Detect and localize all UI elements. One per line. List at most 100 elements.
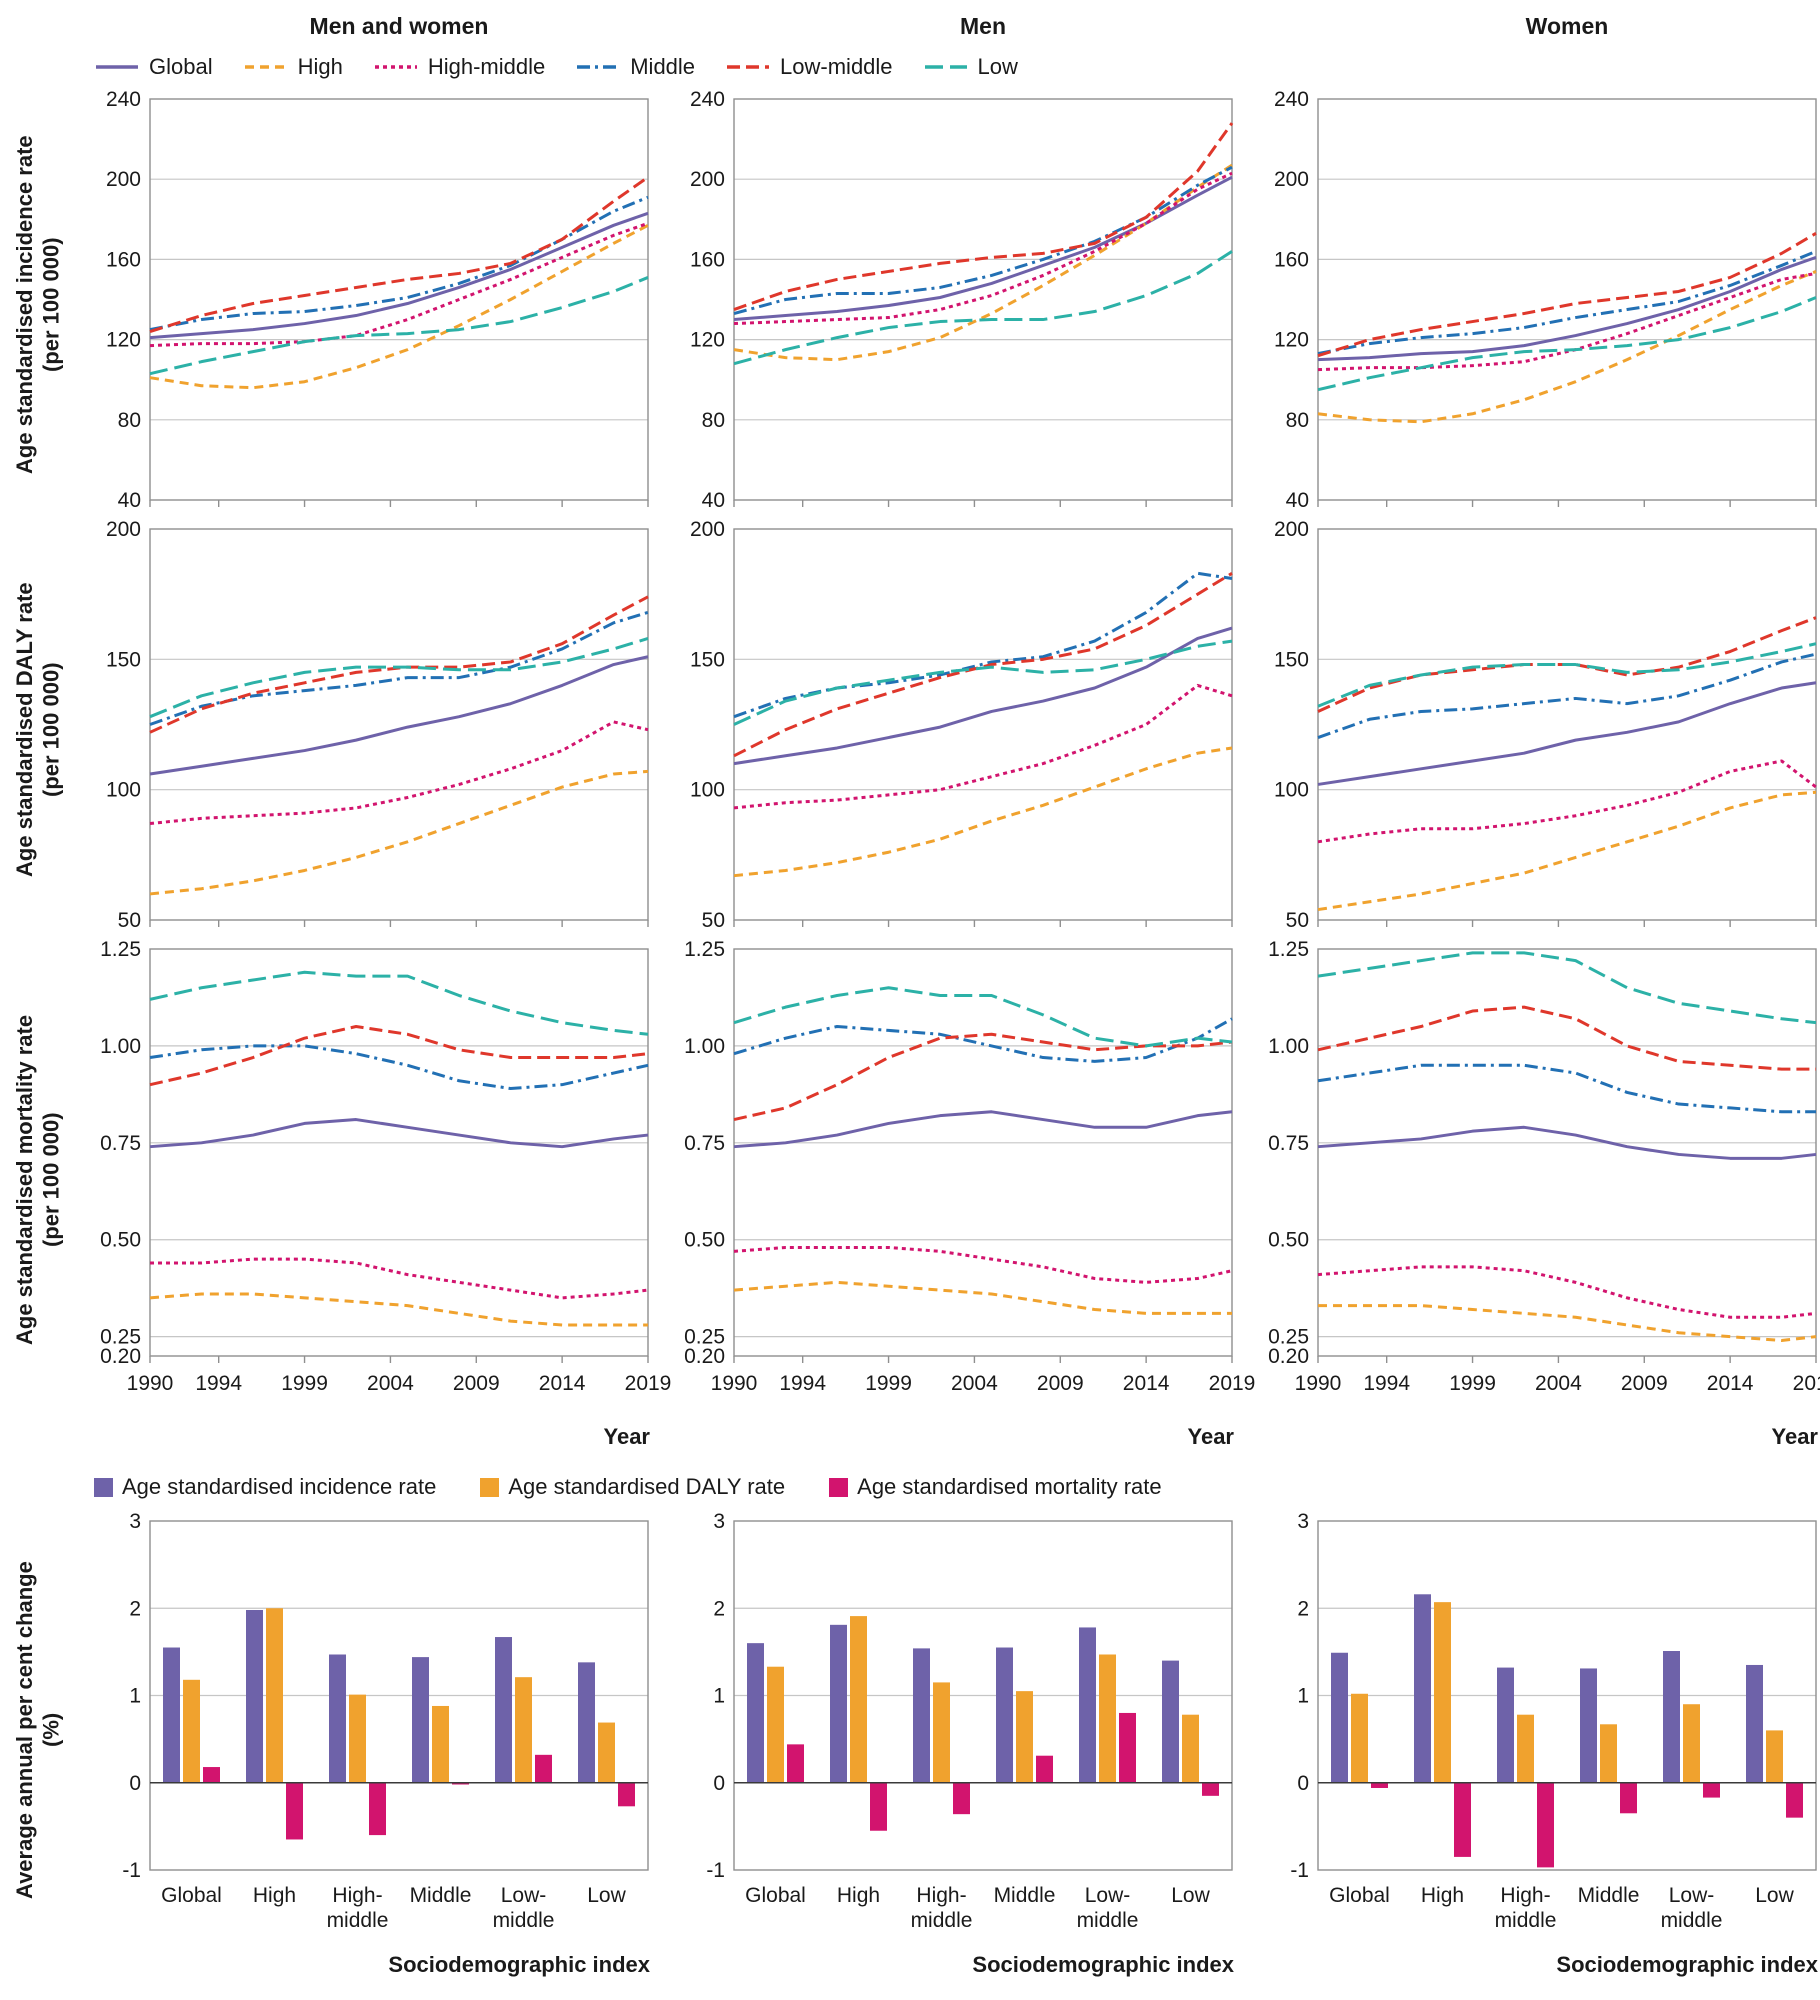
- legend-item-low: Low: [923, 54, 1018, 80]
- bar-legend: Age standardised incidence rate Age stan…: [94, 1474, 1820, 1500]
- legend-line-sample-middle: [577, 65, 620, 69]
- svg-text:50: 50: [118, 909, 141, 932]
- svg-text:2019: 2019: [625, 1372, 672, 1395]
- column-titles: Men and women Men Women: [0, 8, 1820, 44]
- legend-line-sample-global: [96, 65, 138, 69]
- svg-text:Global: Global: [161, 1884, 222, 1907]
- chart-apc-men: -1 0 1 2 3 Global High High-middle Middle Low-mid…: [706, 1510, 1233, 1932]
- legend-item-high-middle: High-middle: [373, 54, 545, 80]
- svg-text:1.25: 1.25: [1268, 938, 1309, 961]
- svg-text:Middle: Middle: [994, 1884, 1056, 1907]
- svg-text:0.75: 0.75: [1268, 1132, 1309, 1155]
- svg-text:2014: 2014: [1123, 1372, 1170, 1395]
- column-title-men-and-women: Men and women: [309, 12, 489, 39]
- legend-line-sample-low: [924, 65, 967, 69]
- svg-text:1999: 1999: [281, 1372, 328, 1395]
- legend-label: Low: [977, 54, 1018, 79]
- chart-mortality-men-and-women: 0.200.25 0.50 0.75 1.00 1.25 1990 1994 1999 2004…: [100, 938, 671, 1395]
- svg-text:-1: -1: [122, 1859, 141, 1882]
- svg-text:middle: middle: [1661, 1909, 1723, 1932]
- svg-text:2: 2: [1297, 1597, 1309, 1620]
- svg-text:2009: 2009: [1621, 1372, 1668, 1395]
- bar-legend-label: Age standardised mortality rate: [857, 1474, 1162, 1499]
- svg-text:1994: 1994: [1363, 1372, 1410, 1395]
- legend-line-sample-high-middle: [374, 65, 417, 69]
- svg-text:200: 200: [1274, 168, 1309, 191]
- svg-text:200: 200: [690, 168, 725, 191]
- legend-label: Middle: [630, 54, 696, 79]
- legend-item-global: Global: [94, 54, 213, 80]
- svg-text:1.00: 1.00: [1268, 1035, 1309, 1058]
- svg-text:50: 50: [1286, 909, 1309, 932]
- svg-text:100: 100: [1274, 779, 1309, 802]
- bar-legend-label: Age standardised DALY rate: [508, 1474, 786, 1499]
- chart-mortality-women: 0.200.25 0.50 0.75 1.00 1.25 1990 1994 1999 2004…: [1268, 938, 1820, 1395]
- svg-text:Low-: Low-: [501, 1884, 547, 1907]
- y-axis-label-daly: Age standardised DALY rate (per 100 000): [11, 582, 63, 878]
- svg-text:middle: middle: [911, 1909, 973, 1932]
- svg-text:0: 0: [713, 1772, 725, 1795]
- svg-text:High-: High-: [332, 1884, 382, 1907]
- svg-text:1.00: 1.00: [684, 1035, 725, 1058]
- svg-text:High: High: [253, 1884, 296, 1907]
- svg-text:1.00: 1.00: [100, 1035, 141, 1058]
- svg-text:1999: 1999: [865, 1372, 912, 1395]
- svg-text:0.50: 0.50: [684, 1229, 725, 1252]
- x-axis-label-year: Year: [1771, 1424, 1819, 1449]
- bar-legend-item-mortality: Age standardised mortality rate: [829, 1474, 1162, 1500]
- bar-legend-item-incidence: Age standardised incidence rate: [94, 1474, 436, 1500]
- svg-text:1990: 1990: [711, 1372, 758, 1395]
- svg-text:0.75: 0.75: [100, 1132, 141, 1155]
- svg-text:High-: High-: [1500, 1884, 1550, 1907]
- svg-text:1.25: 1.25: [100, 938, 141, 961]
- svg-text:40: 40: [702, 489, 725, 512]
- daly-swatch-icon: [480, 1477, 500, 1497]
- svg-text:2019: 2019: [1209, 1372, 1256, 1395]
- svg-text:High: High: [1421, 1884, 1464, 1907]
- y-axis-label-mortality: Age standardised mortality rate (per 100…: [11, 1014, 63, 1346]
- legend-item-middle: Middle: [575, 54, 695, 80]
- svg-text:High: High: [837, 1884, 880, 1907]
- svg-text:150: 150: [690, 648, 725, 671]
- svg-text:2004: 2004: [951, 1372, 998, 1395]
- y-axis-label-incidence: Age standardised incidence rate (per 100…: [11, 135, 63, 475]
- svg-text:0: 0: [129, 1772, 141, 1795]
- svg-text:2: 2: [713, 1597, 725, 1620]
- svg-text:0.25: 0.25: [100, 1326, 141, 1349]
- svg-text:0.75: 0.75: [684, 1132, 725, 1155]
- svg-text:Low-: Low-: [1669, 1884, 1715, 1907]
- svg-text:3: 3: [129, 1510, 141, 1533]
- chart-daly-women: 50 100 150 200: [1274, 518, 1817, 932]
- svg-text:0.50: 0.50: [100, 1229, 141, 1252]
- svg-text:100: 100: [690, 779, 725, 802]
- svg-text:2014: 2014: [1707, 1372, 1754, 1395]
- svg-text:1.25: 1.25: [684, 938, 725, 961]
- chart-incidence-men-and-women: 40 80 120 160 200 240: [106, 88, 649, 512]
- svg-text:80: 80: [1286, 409, 1309, 432]
- line-legend: Global High High-middle Middle Low-middl…: [94, 54, 1820, 80]
- svg-text:80: 80: [702, 409, 725, 432]
- column-title-women: Women: [1525, 12, 1609, 39]
- svg-text:1994: 1994: [779, 1372, 826, 1395]
- svg-text:0.20: 0.20: [1268, 1345, 1309, 1368]
- svg-text:-1: -1: [1290, 1859, 1309, 1882]
- svg-text:1: 1: [129, 1685, 141, 1708]
- svg-text:0.25: 0.25: [684, 1326, 725, 1349]
- chart-apc-women: -1 0 1 2 3 Global High High-middle Middle Low-mid…: [1290, 1510, 1817, 1932]
- legend-label: Global: [149, 54, 213, 79]
- chart-daly-men-and-women: 50 100 150 200: [106, 518, 649, 932]
- bar-legend-item-daly: Age standardised DALY rate: [480, 1474, 785, 1500]
- svg-text:Low-: Low-: [1085, 1884, 1131, 1907]
- svg-text:150: 150: [106, 648, 141, 671]
- svg-text:1: 1: [1297, 1685, 1309, 1708]
- svg-text:0.20: 0.20: [684, 1345, 725, 1368]
- legend-label: High-middle: [427, 54, 546, 79]
- svg-text:160: 160: [690, 248, 725, 271]
- x-axis-label-year: Year: [603, 1424, 651, 1449]
- column-title-men: Men: [960, 12, 1006, 39]
- x-axis-label-sdi: Sociodemographic index: [1556, 1952, 1818, 1977]
- incidence-swatch-icon: [94, 1477, 113, 1497]
- svg-text:1994: 1994: [195, 1372, 242, 1395]
- x-axis-label-sdi: Sociodemographic index: [388, 1952, 650, 1977]
- svg-text:200: 200: [1274, 518, 1309, 541]
